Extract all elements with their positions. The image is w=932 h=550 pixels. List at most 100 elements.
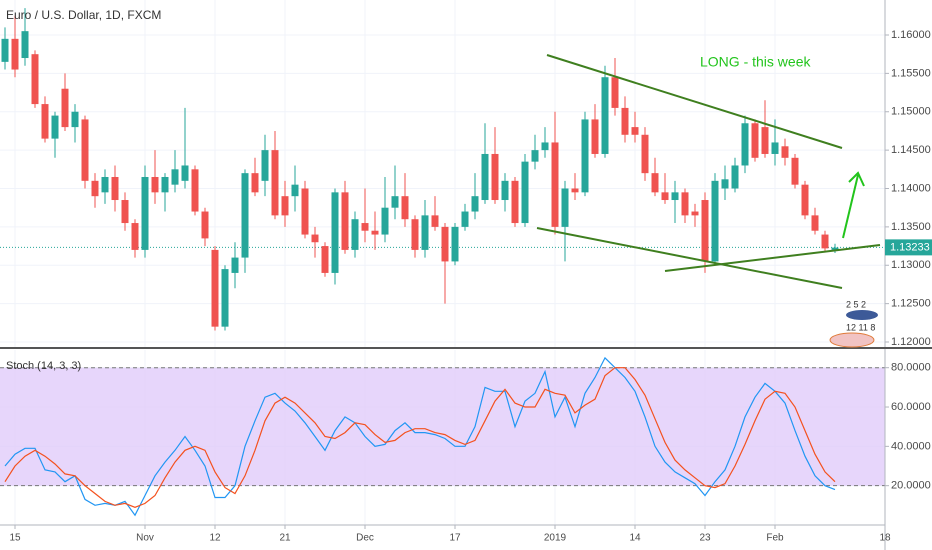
candle-body <box>131 223 139 250</box>
x-tick-label: Feb <box>766 533 784 544</box>
candle-body <box>211 249 219 327</box>
chart-title: Euro / U.S. Dollar, 1D, FXCM <box>6 8 161 22</box>
candle-body <box>491 153 499 201</box>
candle-body <box>101 176 109 193</box>
candle-body <box>411 219 419 250</box>
band-fill <box>0 367 885 486</box>
candle-body <box>581 119 589 193</box>
y-tick-label: 1.14500 <box>891 144 931 156</box>
last-price-label: 1.13233 <box>890 241 930 253</box>
y-tick-label: 1.16000 <box>891 29 931 41</box>
trend-lines <box>536 54 881 289</box>
candle-body <box>421 215 429 250</box>
candle-body <box>571 188 579 193</box>
candle-body <box>761 127 769 154</box>
candle-body <box>91 180 99 197</box>
candle-body <box>141 176 149 250</box>
event-label: 2 5 2 <box>846 299 866 309</box>
y-tick-label: 80.0000 <box>891 362 931 374</box>
candle-body <box>351 219 359 250</box>
candle-body <box>781 146 789 158</box>
y-tick-label: 1.12500 <box>891 298 931 310</box>
candle-body <box>631 127 639 135</box>
x-tick-label: 15 <box>9 533 21 544</box>
x-tick-label: Nov <box>136 533 154 544</box>
arrow-head <box>848 171 865 187</box>
candle-body <box>661 192 669 201</box>
candle-body <box>811 215 819 231</box>
candle-body <box>381 207 389 235</box>
candle-body <box>451 226 459 262</box>
candle-body <box>791 157 799 185</box>
candle-body <box>721 179 729 189</box>
candle-body <box>371 230 379 235</box>
candle-body <box>701 200 709 262</box>
candle-body <box>801 184 809 216</box>
candle-body <box>341 192 349 250</box>
x-tick-label: 23 <box>699 533 711 544</box>
candle-body <box>441 226 449 262</box>
candle-body <box>11 38 19 70</box>
mark-layer <box>1 8 839 517</box>
candle-body <box>471 196 479 212</box>
candle-body <box>151 176 159 193</box>
candle-body <box>591 119 599 154</box>
x-tick-label: 21 <box>279 533 291 544</box>
event-icons: 2 5 2 12 11 8 <box>829 299 878 348</box>
x-tick-label: Dec <box>356 533 374 544</box>
candle-body <box>431 215 439 227</box>
candle-body <box>221 269 229 327</box>
candle-body <box>541 142 549 151</box>
candle-body <box>651 173 659 193</box>
candle-body <box>111 176 119 201</box>
candle-body <box>741 123 749 166</box>
candle-body <box>561 188 569 227</box>
candle-body <box>161 176 169 193</box>
candle-body <box>271 150 279 216</box>
long-arrow <box>842 171 865 239</box>
candle-body <box>361 223 369 231</box>
candle-body <box>191 169 199 212</box>
annotation: LONG - this week <box>700 54 811 70</box>
candle-body <box>531 150 539 162</box>
candle-body <box>671 192 679 201</box>
candle-body <box>281 196 289 216</box>
arrow-shaft <box>842 174 859 239</box>
y-tick-label: 1.13000 <box>891 259 931 271</box>
candle-body <box>711 180 719 262</box>
lower-trend-line <box>536 227 843 289</box>
y-tick-label: 1.15000 <box>891 106 931 118</box>
upper-trend-line <box>546 54 843 149</box>
candle-body <box>391 196 399 208</box>
x-tick-label: 18 <box>879 533 891 544</box>
event-icon <box>829 332 875 348</box>
support-line <box>664 244 881 272</box>
x-tick-label: 14 <box>629 533 641 544</box>
x-tick-label: 2019 <box>544 533 567 544</box>
candle-body <box>181 165 189 181</box>
candle-body <box>261 150 269 181</box>
indicator-title: Stoch (14, 3, 3) <box>6 360 81 372</box>
candle-body <box>31 54 39 105</box>
candle-body <box>171 169 179 185</box>
candle-body <box>401 196 409 220</box>
candle-body <box>121 200 129 224</box>
band-layer <box>0 246 885 487</box>
candle-body <box>291 184 299 197</box>
candle-body <box>831 247 839 250</box>
candle-body <box>771 142 779 154</box>
y-tick-label: 1.14000 <box>891 182 931 194</box>
candle-body <box>461 211 469 227</box>
candle-body <box>61 88 69 128</box>
candle-body <box>51 115 59 139</box>
candle-body <box>41 104 49 139</box>
candle-body <box>621 107 629 135</box>
candle-body <box>321 246 329 273</box>
candle-body <box>1 38 9 62</box>
candle-body <box>691 211 699 216</box>
candle-body <box>521 161 529 224</box>
x-tick-label: 12 <box>209 533 221 544</box>
x-tick-label: 17 <box>449 533 461 544</box>
candle-body <box>641 134 649 174</box>
candle-body <box>511 180 519 224</box>
